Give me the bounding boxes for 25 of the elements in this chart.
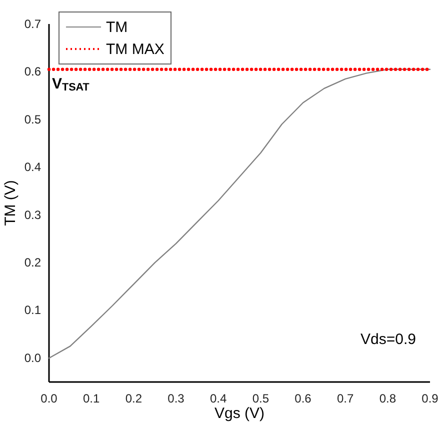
x-tick-label: 0.3 — [168, 392, 185, 406]
x-tick-label: 0.1 — [82, 392, 100, 406]
annotation: V$_{TSAT}$ — [52, 75, 90, 94]
legend-label: TM — [106, 19, 128, 36]
x-axis-title: Vgs (V) — [214, 405, 265, 422]
x-tick-label: 0.7 — [336, 392, 354, 406]
y-axis-title: TM (V) — [2, 180, 19, 226]
x-tick-label: 0.4 — [210, 392, 227, 406]
y-tick-label: 0.3 — [24, 208, 42, 222]
x-tick-label: 0.5 — [252, 392, 270, 406]
x-tick-label: 0.6 — [294, 392, 312, 406]
y-tick-label: 0.4 — [24, 160, 42, 174]
y-tick-label: 0.1 — [24, 303, 42, 318]
annotation: Vds=0.9 — [360, 331, 416, 348]
x-tick-label: 0.2 — [125, 392, 142, 406]
y-tick-label: 0.0 — [24, 350, 42, 365]
legend-label: TM MAX — [106, 41, 164, 58]
x-tick-label: 0.8 — [379, 392, 396, 406]
y-tick-label: 0.5 — [24, 112, 42, 126]
x-tick-label: 0.0 — [40, 392, 58, 406]
x-tick-label: 0.9 — [422, 392, 439, 406]
line-series — [48, 68, 431, 359]
y-tick-label: 0.2 — [24, 256, 42, 270]
y-tick-label: 0.6 — [24, 64, 42, 79]
y-tick-label: 0.7 — [24, 16, 42, 31]
